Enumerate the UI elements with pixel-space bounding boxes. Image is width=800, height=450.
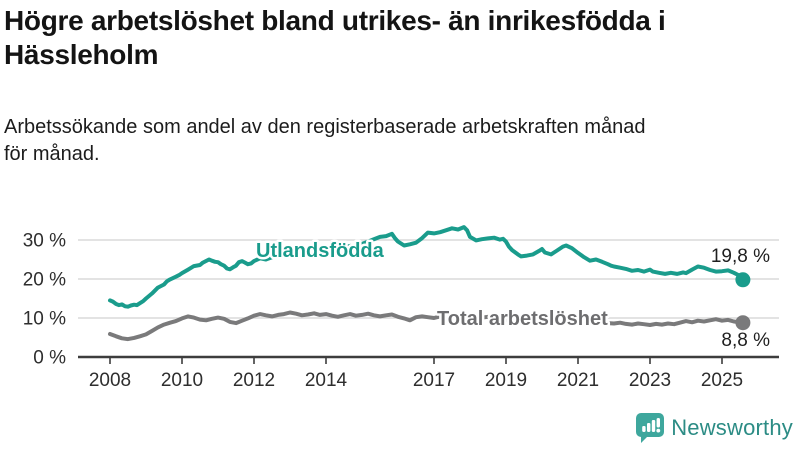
y-tick-label-0: 0 % <box>33 348 66 369</box>
chart-subtitle: Arbetssökande som andel av den registerb… <box>4 114 792 168</box>
series-label-total-arbetsloshet: Total arbetslöshet <box>437 308 608 330</box>
series-line-utlandsfodda <box>108 225 745 309</box>
x-tick-label-2017: 2017 <box>413 370 455 391</box>
x-tick-label-2014: 2014 <box>305 370 348 391</box>
bar-3 <box>651 420 656 432</box>
x-tick-label-2021: 2021 <box>557 370 599 391</box>
title-line-1: Högre arbetslöshet bland utrikes- än inr… <box>4 5 666 36</box>
subtitle-line-1: Arbetssökande som andel av den registerb… <box>4 116 646 138</box>
bar-2 <box>647 423 651 432</box>
page-title: Högre arbetslöshet bland utrikes- än inr… <box>4 4 796 73</box>
y-tick-label-20: 20 % <box>23 270 66 291</box>
x-tick-label-2025: 2025 <box>701 370 743 391</box>
x-tick-label-2019: 2019 <box>485 370 527 391</box>
series-line-total-arbetsloshet <box>108 310 745 342</box>
newsworthy-wordmark: Newsworthy <box>671 415 793 440</box>
exclamation-dot <box>656 428 661 433</box>
endpoint-dot-utlandsfodda <box>735 272 751 288</box>
series-label-utlandsfodda: Utlandsfödda <box>256 240 385 262</box>
x-tick-label-2008: 2008 <box>89 370 131 391</box>
y-tick-label-30: 30 % <box>23 231 66 252</box>
end-value-label-total-arbetsloshet: 8,8 % <box>721 330 770 351</box>
subtitle-line-2: för månad. <box>4 143 100 165</box>
bar-1 <box>642 426 646 432</box>
y-tick-label-10: 10 % <box>23 309 66 330</box>
newsworthy-bubble-chart-icon <box>636 413 665 443</box>
newsworthy-logo: Newsworthy <box>636 411 793 445</box>
end-value-label-utlandsfodda: 19,8 % <box>711 246 770 267</box>
exclamation-bar <box>656 418 661 428</box>
endpoint-dot-total-arbetsloshet <box>735 315 751 331</box>
x-tick-label-2010: 2010 <box>161 370 203 391</box>
x-tick-label-2012: 2012 <box>233 370 275 391</box>
title-line-2: Hässleholm <box>4 39 159 71</box>
x-tick-label-2023: 2023 <box>629 370 671 391</box>
